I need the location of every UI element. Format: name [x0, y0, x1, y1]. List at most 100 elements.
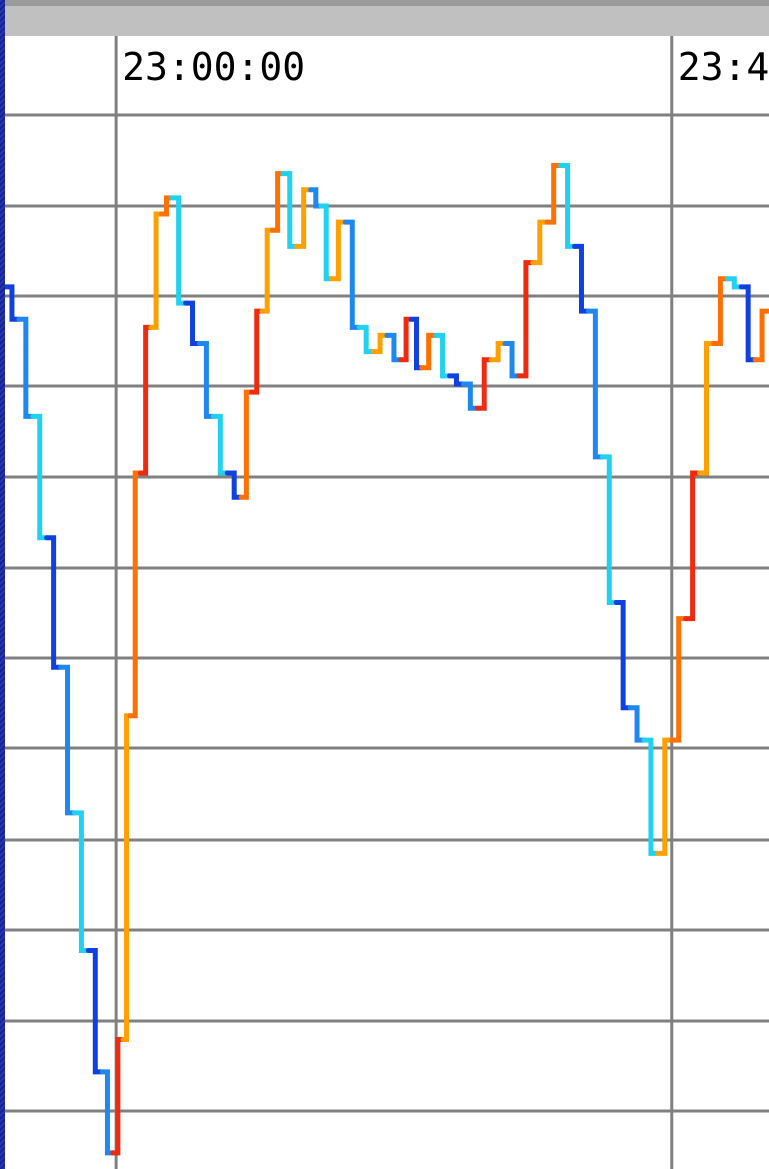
data-point — [16, 316, 22, 322]
series-segment — [251, 308, 262, 395]
data-point — [710, 341, 716, 347]
series-segment — [171, 195, 186, 306]
data-point — [308, 187, 314, 193]
series-segment — [282, 171, 297, 249]
data-point — [71, 810, 77, 816]
data-point — [99, 1069, 105, 1075]
series-segment — [74, 810, 89, 953]
series-segment — [359, 324, 374, 355]
series-segment — [546, 162, 561, 225]
series-segment — [491, 341, 506, 363]
data-point — [318, 203, 324, 209]
series-segment — [518, 260, 533, 379]
data-point — [398, 357, 404, 363]
data-point — [169, 195, 175, 201]
series-segment — [713, 276, 728, 347]
series-segment — [616, 600, 631, 711]
data-point — [544, 219, 550, 225]
data-point — [238, 494, 244, 500]
data-point — [752, 357, 758, 363]
data-point — [502, 341, 508, 347]
series-segment — [741, 284, 756, 363]
data-point — [44, 535, 50, 541]
series-segment — [588, 308, 603, 460]
data-point — [120, 1037, 126, 1043]
series-segment — [213, 413, 228, 476]
data-point — [280, 171, 286, 177]
series-segment — [272, 171, 283, 233]
series-segment — [112, 1037, 124, 1156]
series-segment — [643, 737, 658, 856]
series-segment — [60, 664, 75, 816]
series-segment — [150, 211, 162, 330]
data-point — [137, 470, 143, 476]
data-point — [738, 284, 744, 290]
data-point — [183, 300, 189, 306]
data-point — [516, 373, 522, 379]
data-point — [447, 373, 453, 379]
chart-toolbar — [5, 0, 769, 36]
data-point — [224, 470, 230, 476]
series-segment — [102, 1069, 113, 1156]
data-point — [85, 947, 91, 953]
data-point — [259, 308, 265, 314]
data-point — [697, 470, 703, 476]
series-segment — [185, 300, 200, 347]
series-segment — [373, 332, 387, 355]
series-segment — [463, 381, 478, 411]
data-point — [110, 1150, 116, 1156]
series-segment — [449, 373, 464, 387]
series-segment — [685, 470, 700, 622]
data-point — [58, 664, 64, 670]
series-segment — [331, 219, 346, 282]
data-point — [269, 227, 275, 233]
data-point — [558, 162, 564, 168]
data-point — [530, 260, 536, 266]
series-segment — [574, 243, 589, 314]
series-segment — [130, 470, 141, 719]
series-segment — [755, 308, 769, 363]
series-segment — [321, 203, 332, 282]
data-point — [328, 276, 334, 282]
data-point — [30, 413, 36, 419]
data-point — [669, 737, 675, 743]
data-point — [433, 332, 439, 338]
series-segment — [630, 705, 644, 743]
data-point — [356, 324, 362, 330]
series-segment — [505, 341, 519, 379]
data-point — [127, 713, 133, 719]
data-point — [585, 308, 591, 314]
series-segment — [140, 324, 151, 476]
series-segment — [32, 413, 47, 541]
data-point — [384, 332, 390, 338]
data-point — [724, 276, 730, 282]
price-chart[interactable]: 23:00:00 23:40:00 — [5, 36, 769, 1169]
data-point — [210, 413, 216, 419]
series-segment — [88, 947, 103, 1075]
plot-area[interactable]: 23:00:00 23:40:00 — [5, 36, 769, 1169]
data-point — [613, 600, 619, 605]
series-segment — [261, 227, 273, 314]
price-series[interactable] — [5, 162, 769, 1156]
series-segment — [411, 316, 422, 371]
data-point — [572, 243, 578, 249]
data-point — [5, 284, 8, 290]
data-point — [419, 365, 425, 371]
series-segment — [671, 616, 686, 743]
data-point — [474, 405, 480, 411]
data-point — [460, 381, 466, 387]
data-point — [196, 341, 202, 347]
data-point — [158, 211, 164, 217]
data-point — [370, 349, 376, 355]
data-point — [488, 357, 494, 363]
data-point — [683, 616, 689, 622]
series-segment — [5, 284, 19, 322]
series-segment — [345, 219, 360, 330]
series-segment — [161, 195, 172, 217]
data-point — [408, 316, 414, 322]
series-segment — [435, 332, 450, 379]
data-point — [148, 324, 154, 330]
series-segment — [310, 187, 322, 209]
data-point — [655, 850, 661, 856]
